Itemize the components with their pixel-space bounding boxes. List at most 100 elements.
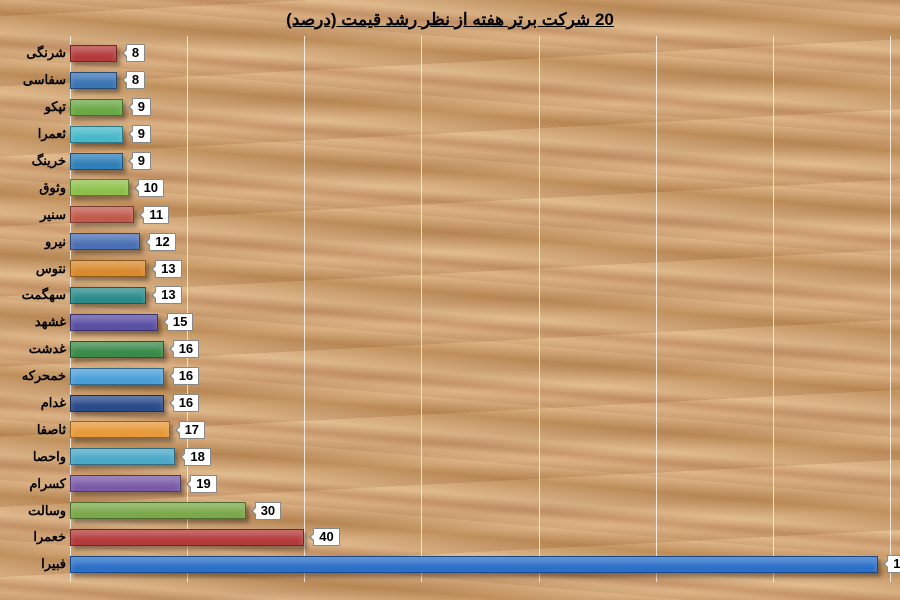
value-label: 18	[184, 448, 210, 466]
chart-container: 20 شرکت برتر هفته از نظر رشد قیمت (درصد)…	[0, 0, 900, 600]
bar: 8	[70, 45, 117, 62]
bar-cell: 16	[70, 337, 890, 362]
value-label: 13	[155, 260, 181, 278]
category-label: خعمرا	[0, 529, 70, 545]
bar-cell: 138	[70, 552, 890, 577]
category-label: خرینگ	[0, 153, 70, 169]
category-label: واحصا	[0, 449, 70, 465]
bar-row: تپکو9	[0, 95, 890, 120]
category-label: وسالت	[0, 503, 70, 519]
category-label: کسرام	[0, 476, 70, 492]
category-label: غدشت	[0, 341, 70, 357]
bar: 9	[70, 99, 123, 116]
bar-row: نیرو12	[0, 229, 890, 254]
bar: 138	[70, 556, 878, 573]
bar-cell: 30	[70, 498, 890, 523]
bar: 13	[70, 287, 146, 304]
bar-cell: 12	[70, 229, 890, 254]
bar: 40	[70, 529, 304, 546]
bar: 16	[70, 341, 164, 358]
value-label: 16	[173, 367, 199, 385]
value-label: 40	[313, 528, 339, 546]
bar-cell: 13	[70, 256, 890, 281]
bar-row: غشهد15	[0, 310, 890, 335]
bar-row: فبیرا138	[0, 552, 890, 577]
category-label: شرنگی	[0, 45, 70, 61]
bar-row: خرینگ9	[0, 149, 890, 174]
value-label: 11	[143, 206, 169, 224]
bar: 15	[70, 314, 158, 331]
bar: 10	[70, 179, 129, 196]
value-label: 30	[255, 502, 281, 520]
value-label: 9	[132, 98, 151, 116]
category-label: ثاصفا	[0, 422, 70, 438]
grid-line	[890, 36, 891, 582]
value-label: 17	[179, 421, 205, 439]
bar-row: خعمرا40	[0, 525, 890, 550]
value-label: 16	[173, 340, 199, 358]
bar-row: وثوق10	[0, 175, 890, 200]
bar-cell: 16	[70, 391, 890, 416]
bar: 30	[70, 502, 246, 519]
bar-row: شرنگی8	[0, 41, 890, 66]
value-label: 10	[138, 179, 164, 197]
bar-row: وسالت30	[0, 498, 890, 523]
bar-cell: 8	[70, 41, 890, 66]
bar-cell: 13	[70, 283, 890, 308]
bar-cell: 15	[70, 310, 890, 335]
category-label: وثوق	[0, 180, 70, 196]
category-label: سهگمت	[0, 287, 70, 303]
bar: 18	[70, 448, 175, 465]
bar-cell: 8	[70, 68, 890, 93]
bar-row: غدام16	[0, 391, 890, 416]
bar: 8	[70, 72, 117, 89]
bar-row: کسرام19	[0, 471, 890, 496]
bar-cell: 19	[70, 471, 890, 496]
bar: 16	[70, 368, 164, 385]
bar: 13	[70, 260, 146, 277]
bar-row: واحصا18	[0, 444, 890, 469]
bar: 19	[70, 475, 181, 492]
bar-cell: 40	[70, 525, 890, 550]
category-label: نتوس	[0, 261, 70, 277]
bar-cell: 17	[70, 417, 890, 442]
bar: 9	[70, 126, 123, 143]
value-label: 9	[132, 125, 151, 143]
bar: 9	[70, 153, 123, 170]
category-label: تپکو	[0, 99, 70, 115]
bar-row: سهگمت13	[0, 283, 890, 308]
value-label: 12	[149, 233, 175, 251]
bar-cell: 11	[70, 202, 890, 227]
bar: 12	[70, 233, 140, 250]
value-label: 19	[190, 475, 216, 493]
bar-row: سفاسی8	[0, 68, 890, 93]
value-label: 138	[887, 555, 900, 573]
value-label: 15	[167, 313, 193, 331]
value-label: 8	[126, 44, 145, 62]
bar-row: نتوس13	[0, 256, 890, 281]
bar-cell: 18	[70, 444, 890, 469]
chart-title: 20 شرکت برتر هفته از نظر رشد قیمت (درصد)	[0, 0, 900, 36]
bar-row: خمحرکه16	[0, 364, 890, 389]
bar-cell: 9	[70, 95, 890, 120]
value-label: 9	[132, 152, 151, 170]
bar-cell: 16	[70, 364, 890, 389]
bar-row: غدشت16	[0, 337, 890, 362]
bar-row: ثاصفا17	[0, 417, 890, 442]
value-label: 16	[173, 394, 199, 412]
bar-cell: 9	[70, 149, 890, 174]
category-label: خمحرکه	[0, 368, 70, 384]
category-label: غدام	[0, 395, 70, 411]
bar-cell: 10	[70, 175, 890, 200]
category-label: فبیرا	[0, 556, 70, 572]
bar: 16	[70, 395, 164, 412]
value-label: 13	[155, 286, 181, 304]
category-label: ثعمرا	[0, 126, 70, 142]
value-label: 8	[126, 71, 145, 89]
plot-area: شرنگی8سفاسی8تپکو9ثعمرا9خرینگ9وثوق10سنیر1…	[0, 36, 890, 582]
bar-rows: شرنگی8سفاسی8تپکو9ثعمرا9خرینگ9وثوق10سنیر1…	[0, 36, 890, 582]
bar: 17	[70, 421, 170, 438]
bar: 11	[70, 206, 134, 223]
bar-cell: 9	[70, 122, 890, 147]
category-label: سنیر	[0, 207, 70, 223]
